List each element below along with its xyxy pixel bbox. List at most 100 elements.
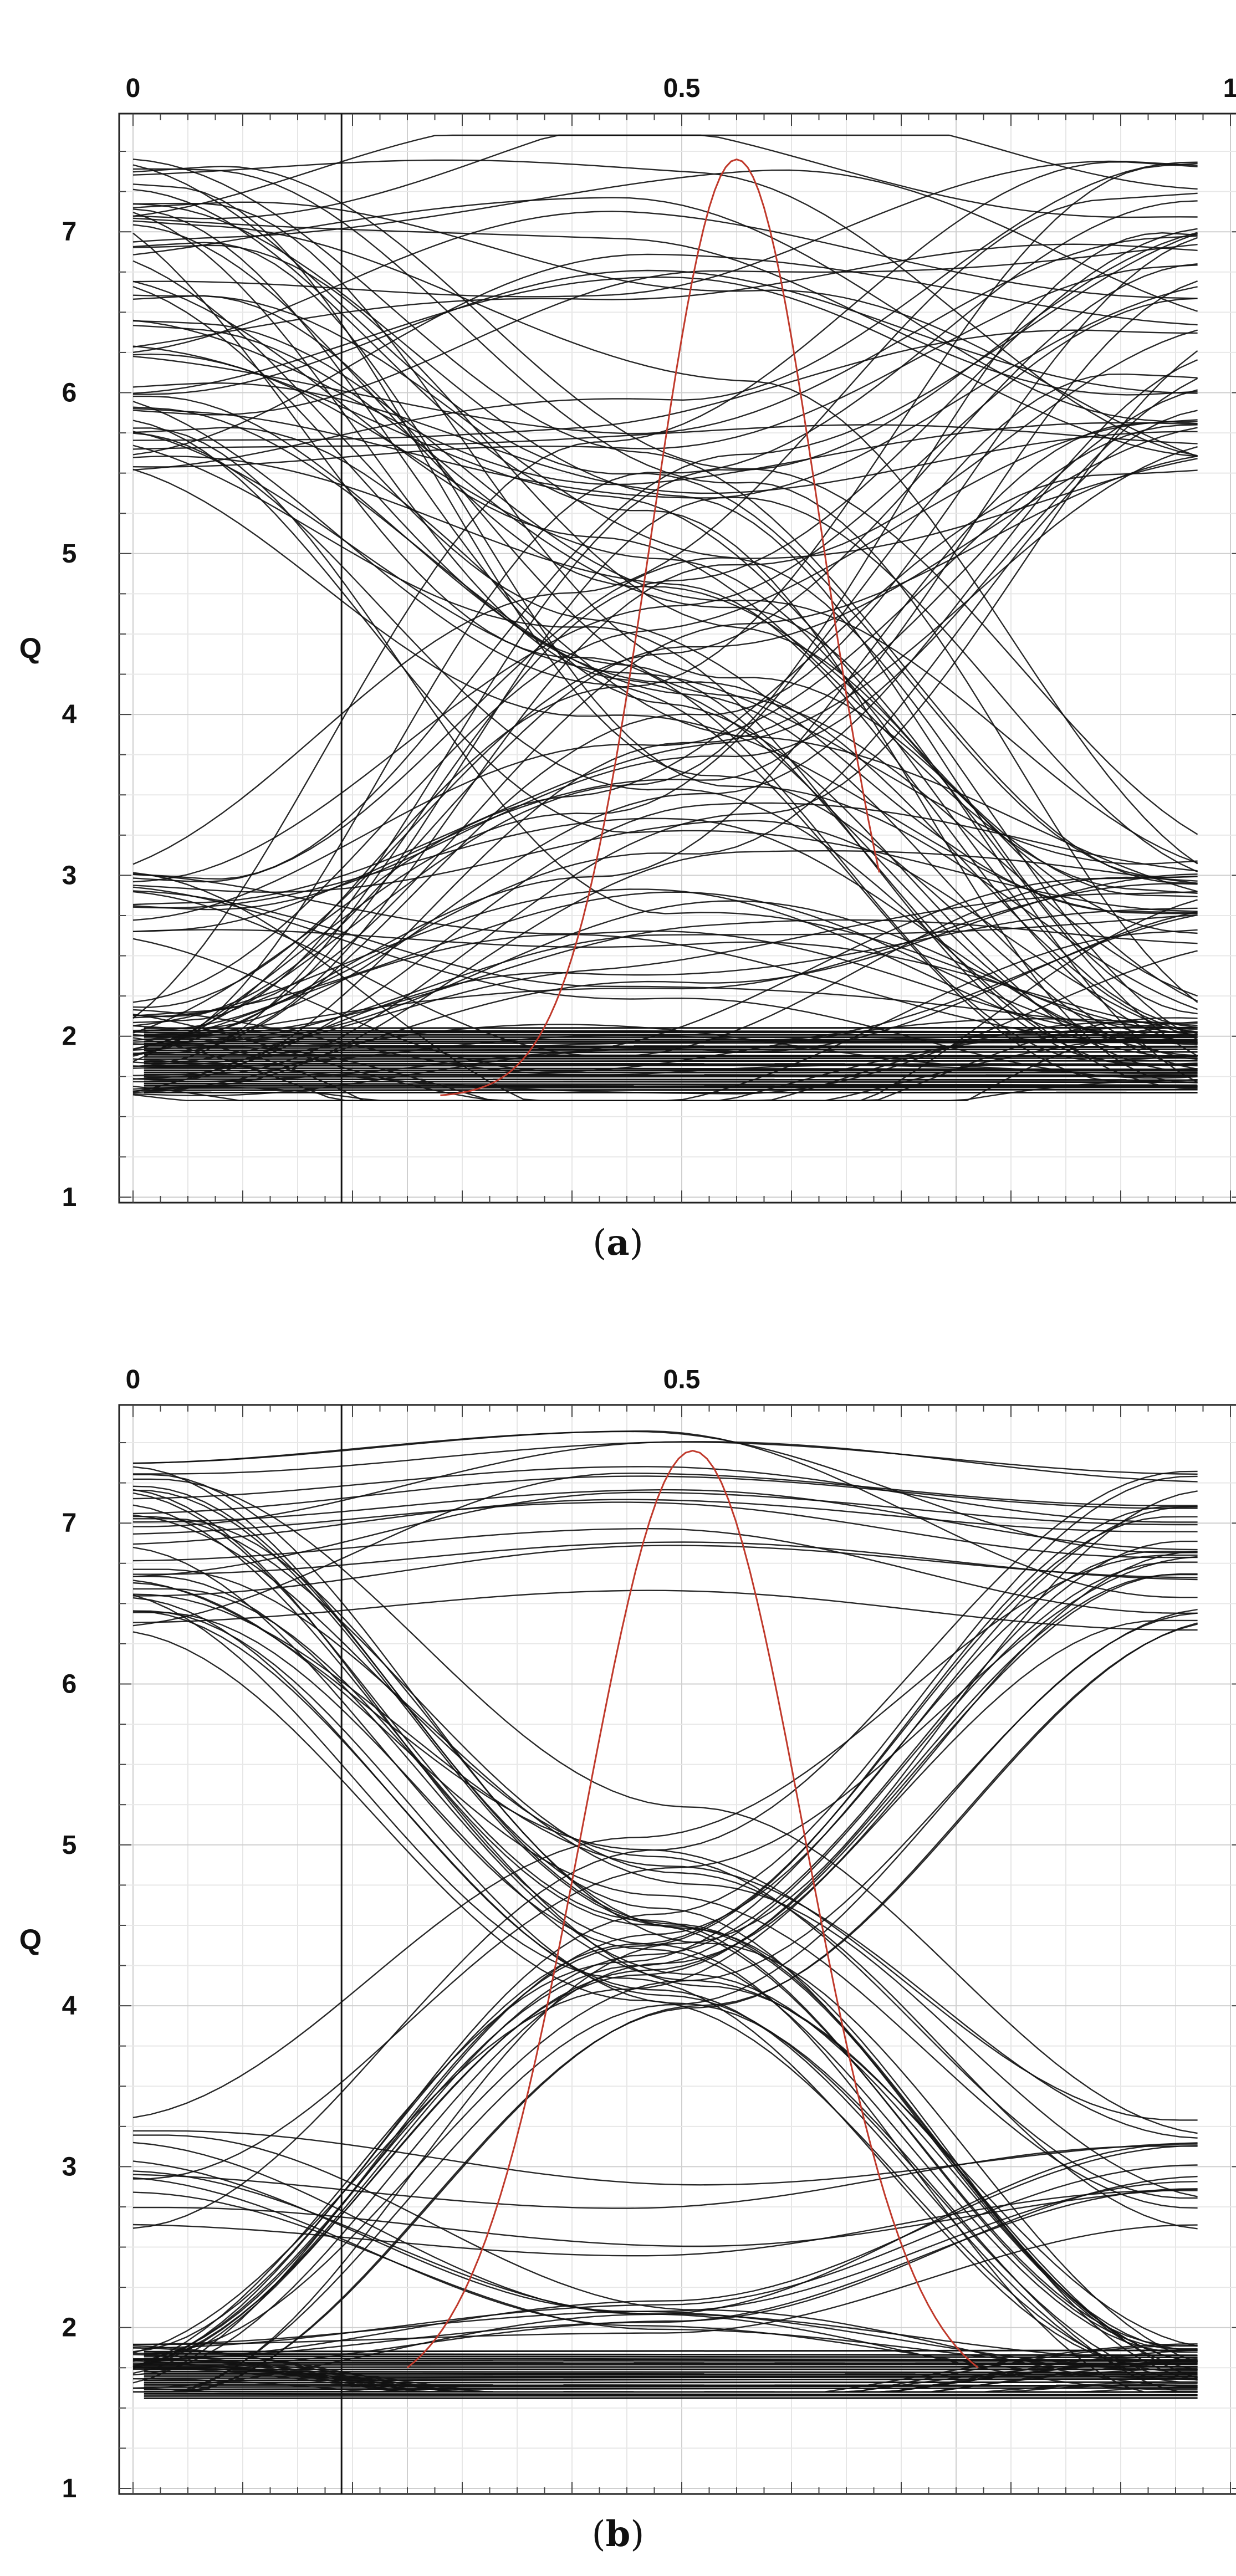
eye-trace	[132, 469, 1198, 1034]
x-top-tick-label: 0.5	[663, 1365, 701, 1394]
eye-low-band-line	[144, 2349, 1198, 2353]
eye-trace	[132, 200, 1198, 1056]
eye-trace	[132, 408, 1198, 873]
eye-low-band-line	[144, 2393, 1198, 2396]
eye-trace	[133, 1568, 1198, 2197]
eye-trace	[132, 1514, 1198, 2199]
caption-b-label: b	[605, 2513, 631, 2555]
eye-trace	[132, 269, 1198, 395]
eye-trace	[132, 298, 1198, 883]
eye-trace	[132, 373, 1198, 1062]
x-top-tick-label: 0	[126, 1365, 141, 1394]
eye-trace	[132, 1491, 1198, 1577]
eye-trace	[132, 1501, 1198, 1558]
eye-low-band-line	[144, 1038, 1198, 1041]
eye-trace	[132, 1631, 1198, 2372]
eye-trace	[132, 444, 1198, 1067]
eye-trace	[132, 224, 1198, 934]
eye-trace	[132, 169, 1198, 312]
eye-diagram-b: 00.5100.51234567200 μ300 μ400 μ500 μTime…	[19, 1365, 1236, 2503]
eye-trace	[132, 900, 1198, 1044]
eye-low-band-line	[144, 2359, 1198, 2362]
eye-trace	[132, 220, 1198, 865]
eye-trace	[132, 320, 1198, 864]
y-left-tick-label: 3	[62, 2152, 77, 2181]
eye-trace	[132, 1551, 1198, 2376]
eye-trace	[132, 1610, 1198, 2381]
eye-trace	[132, 329, 1198, 1045]
eye-trace	[132, 285, 1198, 1067]
eye-trace	[132, 197, 1198, 425]
eye-trace	[132, 820, 1198, 1039]
eye-low-band-line	[144, 2381, 1198, 2384]
q-factor-curve	[440, 159, 880, 1096]
eye-trace	[133, 1622, 1198, 2393]
eye-low-band-line	[144, 2353, 1198, 2357]
eye-low-band-line	[144, 1067, 1198, 1071]
eye-trace	[132, 1466, 1198, 2350]
eye-trace	[132, 427, 1198, 892]
eye-trace	[132, 232, 1198, 1024]
eye-trace	[132, 1540, 1198, 2368]
eye-trace	[132, 2224, 1198, 2345]
eye-trace	[132, 159, 1198, 457]
eye-trace	[133, 1474, 1198, 2381]
eye-trace	[132, 890, 1198, 1030]
y-left-tick-label: 7	[62, 217, 77, 247]
eye-low-band-line	[144, 1046, 1198, 1049]
eye-trace	[133, 1612, 1198, 2347]
eye-trace	[132, 217, 1198, 396]
eye-trace	[132, 2181, 1198, 2345]
eye-low-band-line	[144, 1082, 1198, 1086]
eye-traces-1	[132, 1430, 1198, 2399]
eye-low-band-line	[144, 1057, 1198, 1060]
eye-low-band-line	[144, 1078, 1198, 1081]
eye-trace	[132, 1516, 1198, 2230]
eye-trace	[132, 161, 1198, 1019]
eye-low-band-line	[144, 1080, 1198, 1083]
y-left-axis-title: Q	[19, 1924, 42, 1956]
y-left-tick-label: 6	[62, 379, 77, 408]
eye-trace	[132, 1527, 1198, 1614]
eye-trace	[133, 1478, 1198, 2134]
eye-trace	[132, 421, 1198, 1003]
eye-trace	[132, 192, 1198, 865]
eye-trace	[132, 1499, 1198, 1545]
eye-low-band-line	[144, 2357, 1198, 2361]
caption-a-close: )	[629, 1223, 643, 1264]
eye-trace	[132, 159, 1198, 885]
eye-trace	[132, 168, 1198, 1003]
eye-trace	[132, 1485, 1198, 2362]
eye-trace	[132, 243, 1198, 416]
eye-trace	[132, 1441, 1198, 1527]
eye-low-band-line	[144, 2387, 1198, 2390]
eye-trace	[132, 1573, 1198, 2367]
eye-trace	[132, 1582, 1198, 2209]
eye-low-band-line	[144, 1048, 1198, 1051]
q-factor-curve	[407, 1450, 979, 2369]
eye-trace	[132, 319, 1198, 485]
eye-trace	[132, 455, 1198, 1017]
eye-trace	[132, 802, 1198, 1076]
eye-trace	[132, 891, 1198, 1044]
eye-trace	[132, 934, 1198, 1050]
eye-trace	[132, 446, 1198, 906]
eye-trace	[132, 165, 1198, 835]
eye-trace	[132, 1594, 1198, 2368]
eye-trace	[132, 431, 1198, 865]
eye-trace	[132, 382, 1198, 494]
eye-trace	[133, 395, 1198, 1034]
eye-trace	[132, 280, 1198, 894]
eye-low-band-line	[144, 1041, 1198, 1045]
y-left-tick-label: 5	[62, 539, 77, 569]
eye-trace	[132, 1597, 1198, 2383]
eye-trace	[132, 188, 1198, 1083]
eye-trace	[132, 420, 1198, 912]
eye-trace	[132, 1506, 1198, 2384]
eye-low-band-line	[144, 2355, 1198, 2358]
eye-trace	[132, 203, 1198, 1015]
eye-trace	[132, 914, 1198, 1046]
eye-trace	[133, 2130, 1198, 2186]
caption-b-close: )	[630, 2514, 645, 2555]
eye-trace	[132, 1506, 1198, 2362]
